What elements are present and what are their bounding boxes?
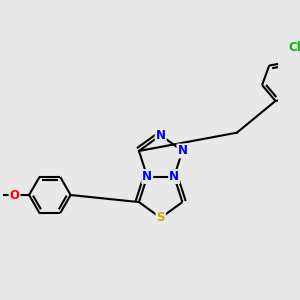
- Text: N: N: [177, 145, 188, 158]
- Text: Cl: Cl: [289, 41, 300, 54]
- Text: S: S: [156, 212, 165, 224]
- Text: O: O: [10, 188, 20, 202]
- Text: N: N: [169, 170, 179, 183]
- Text: N: N: [142, 170, 152, 183]
- Text: N: N: [156, 129, 166, 142]
